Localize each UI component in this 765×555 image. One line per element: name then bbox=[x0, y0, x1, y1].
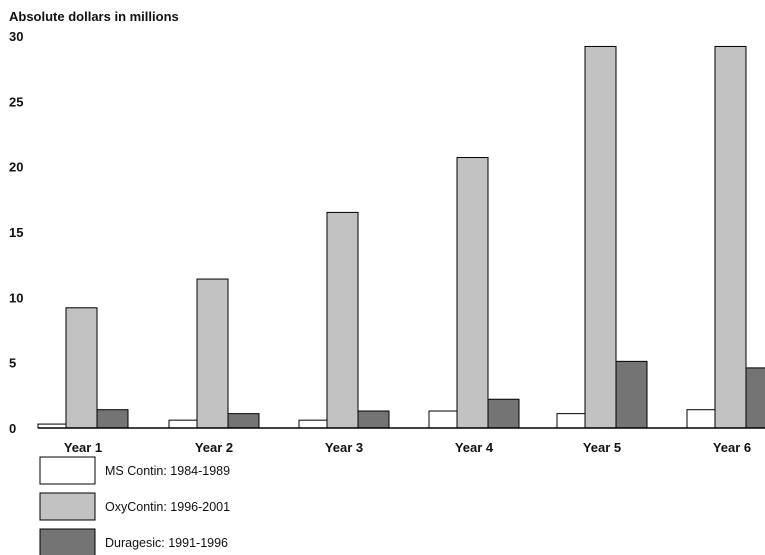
x-tick-label: Year 4 bbox=[455, 440, 494, 455]
bar bbox=[168, 419, 198, 429]
y-tick-label: 0 bbox=[9, 421, 16, 436]
bar bbox=[487, 398, 520, 429]
legend-swatch bbox=[39, 492, 96, 521]
y-axis-title: Absolute dollars in millions bbox=[9, 9, 179, 24]
bar bbox=[326, 211, 359, 429]
bar bbox=[745, 367, 765, 429]
bar bbox=[686, 409, 716, 429]
legend: MS Contin: 1984-1989 OxyContin: 1996-2001… bbox=[39, 456, 230, 555]
bar bbox=[428, 410, 458, 429]
y-tick-label: 15 bbox=[9, 225, 23, 240]
bar bbox=[196, 278, 229, 429]
y-tick-label: 30 bbox=[9, 29, 23, 44]
legend-item: MS Contin: 1984-1989 bbox=[39, 456, 230, 485]
x-tick-label: Year 1 bbox=[64, 440, 102, 455]
bar bbox=[65, 307, 98, 429]
bars bbox=[37, 45, 765, 429]
x-tick-label: Year 5 bbox=[583, 440, 621, 455]
legend-label: MS Contin: 1984-1989 bbox=[105, 464, 230, 478]
bar bbox=[298, 419, 328, 429]
y-axis-ticks: 0 5 10 15 20 25 30 bbox=[9, 29, 23, 436]
y-tick-label: 10 bbox=[9, 290, 23, 305]
y-tick-label: 5 bbox=[9, 356, 16, 371]
bar bbox=[584, 45, 617, 429]
x-axis-labels: Year 1 Year 2 Year 3 Year 4 Year 5 Year 6 bbox=[64, 440, 751, 455]
bar bbox=[96, 409, 129, 429]
bar bbox=[556, 413, 586, 429]
bar bbox=[357, 410, 390, 429]
x-tick-label: Year 2 bbox=[195, 440, 233, 455]
bar bbox=[615, 360, 648, 429]
legend-label: Duragesic: 1991-1996 bbox=[105, 536, 228, 550]
x-tick-label: Year 3 bbox=[325, 440, 363, 455]
x-tick-label: Year 6 bbox=[713, 440, 751, 455]
legend-item: Duragesic: 1991-1996 bbox=[39, 528, 228, 555]
legend-swatch bbox=[39, 528, 96, 555]
legend-swatch bbox=[39, 456, 96, 485]
legend-item: OxyContin: 1996-2001 bbox=[39, 492, 230, 521]
legend-label: OxyContin: 1996-2001 bbox=[105, 500, 230, 514]
bar bbox=[227, 413, 260, 429]
bar bbox=[456, 157, 489, 429]
y-tick-label: 25 bbox=[9, 94, 23, 109]
bar bbox=[714, 45, 747, 429]
y-tick-label: 20 bbox=[9, 160, 23, 175]
